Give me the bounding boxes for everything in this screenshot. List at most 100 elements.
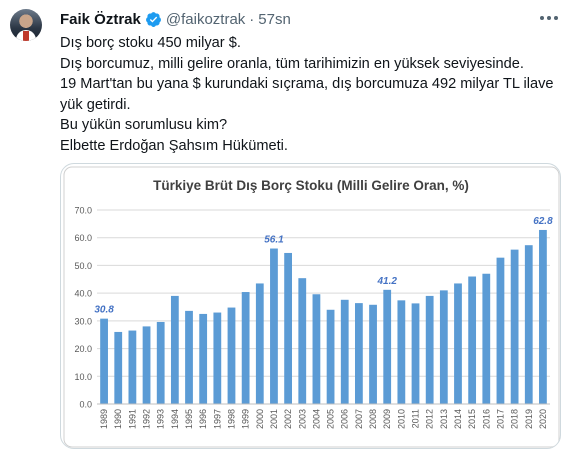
bar <box>199 313 208 404</box>
bar <box>298 278 307 404</box>
x-tick-label: 1999 <box>241 409 251 429</box>
y-tick-label: 0.0 <box>79 400 92 410</box>
tweet-line: Elbette Erdoğan Şahsım Hükümeti. <box>60 137 288 154</box>
bar <box>539 229 547 404</box>
bar <box>482 273 491 404</box>
x-tick-label: 1991 <box>127 409 137 429</box>
bar <box>170 295 179 404</box>
bar <box>454 283 462 404</box>
author-name[interactable]: Faik Öztrak <box>60 10 141 28</box>
y-axis: 0.0 10.0 20.0 30.0 40.0 50.0 60.0 70.0 <box>74 206 92 410</box>
bar <box>284 252 293 404</box>
more-dots-icon[interactable] <box>536 8 562 28</box>
data-label: 56.1 <box>264 235 284 246</box>
data-labels: 30.8 56.1 41.2 62.8 <box>94 216 553 316</box>
y-tick-label: 50.0 <box>74 261 92 271</box>
x-tick-label: 2002 <box>283 409 293 429</box>
bar <box>270 248 278 404</box>
x-tick-label: 2015 <box>467 409 477 429</box>
x-tick-label: 2003 <box>297 409 307 429</box>
bar <box>326 309 335 404</box>
bar <box>397 300 406 404</box>
x-tick-label: 2009 <box>382 409 392 429</box>
verified-badge-icon <box>145 11 161 27</box>
bar <box>142 326 151 404</box>
bar <box>185 310 193 404</box>
tweet-line: 19 Mart'tan bu yana $ kurundaki sıçrama,… <box>60 76 554 92</box>
bar <box>411 303 420 404</box>
y-tick-label: 40.0 <box>74 289 92 299</box>
x-tick-label: 1993 <box>156 409 166 429</box>
tweet-timestamp[interactable]: 57sn <box>258 10 291 28</box>
bar <box>213 312 222 404</box>
bar-series <box>100 229 547 404</box>
data-label: 30.8 <box>94 305 114 316</box>
x-tick-label: 1989 <box>99 409 109 429</box>
bar <box>156 321 165 404</box>
x-tick-label: 2007 <box>354 409 364 429</box>
x-axis: 1989 1990 1991 1992 1993 1994 1995 1996 1997 1998… <box>97 403 550 429</box>
bar <box>241 292 250 404</box>
bar <box>510 249 519 404</box>
chart-title: Türkiye Brüt Dış Borç Stoku (Milli Gelir… <box>153 178 469 193</box>
y-tick-label: 70.0 <box>74 206 92 216</box>
bar <box>383 289 392 404</box>
y-tick-label: 60.0 <box>74 233 92 243</box>
bar <box>114 331 123 404</box>
x-tick-label: 1992 <box>142 409 152 429</box>
data-label: 62.8 <box>533 216 553 227</box>
x-tick-label: 2010 <box>396 409 406 429</box>
x-tick-label: 2013 <box>439 409 449 429</box>
y-tick-label: 20.0 <box>74 344 92 354</box>
x-tick-label: 1998 <box>226 409 236 429</box>
data-label: 41.2 <box>376 276 397 287</box>
x-tick-label: 2004 <box>311 409 321 429</box>
bar <box>128 330 137 404</box>
x-tick-label: 2018 <box>510 409 520 429</box>
bar <box>312 294 321 404</box>
x-tick-label: 1994 <box>170 409 180 429</box>
bar <box>496 257 505 404</box>
tweet-line: yük getirdi. <box>60 96 131 113</box>
x-tick-label: 2011 <box>411 409 421 428</box>
avatar[interactable] <box>10 9 42 41</box>
x-tick-label: 2016 <box>481 409 491 429</box>
x-tick-label: 2008 <box>368 409 378 429</box>
x-tick-label: 1990 <box>113 409 123 429</box>
bar <box>439 290 448 404</box>
x-tick-label: 2020 <box>538 409 548 429</box>
separator-dot: · <box>249 10 255 28</box>
author-handle[interactable]: @faikoztrak <box>165 10 246 28</box>
tweet-text: Dış borç stoku 450 milyar $. Dış borcumu… <box>60 33 560 156</box>
more-dot <box>540 16 544 20</box>
bar-chart: Türkiye Brüt Dış Borç Stoku (Milli Gelir… <box>63 166 560 448</box>
tweet-line: Dış borcumuz, milli gelire oranla, tüm t… <box>60 55 524 72</box>
y-tick-label: 10.0 <box>74 372 92 382</box>
chart-image[interactable]: Türkiye Brüt Dış Borç Stoku (Milli Gelir… <box>60 163 561 449</box>
x-tick-label: 2019 <box>524 409 534 429</box>
bar <box>340 299 349 404</box>
x-tick-label: 1997 <box>212 409 222 429</box>
bar <box>255 283 264 404</box>
bar <box>468 276 477 404</box>
x-tick-label: 2005 <box>326 409 336 429</box>
bar <box>227 307 236 404</box>
x-tick-label: 2012 <box>425 409 435 429</box>
bar <box>524 245 533 404</box>
more-dot <box>547 16 551 20</box>
x-tick-label: 1996 <box>198 409 208 429</box>
tweet-line: Bu yükün sorumlusu kim? <box>60 117 228 133</box>
x-tick-label: 2017 <box>495 409 505 429</box>
y-tick-label: 30.0 <box>74 316 92 326</box>
x-tick-label: 2000 <box>255 409 265 429</box>
x-tick-label: 1995 <box>184 409 194 429</box>
x-tick-label: 2006 <box>340 409 350 429</box>
bar <box>425 295 434 404</box>
tweet-header: Faik Öztrak @faikoztrak · 57sn <box>60 10 291 28</box>
bar <box>354 303 363 404</box>
x-tick-label: 2001 <box>269 409 279 429</box>
bar <box>369 304 377 404</box>
more-dot <box>554 16 558 20</box>
tweet-line: Dış borç stoku 450 milyar $. <box>60 35 241 51</box>
bar <box>100 318 108 404</box>
